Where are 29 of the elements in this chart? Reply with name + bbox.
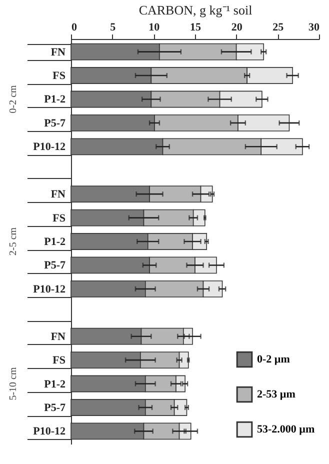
x-tick-label: 20 bbox=[231, 22, 243, 34]
y-tick-label: P5-7 bbox=[44, 117, 66, 130]
x-tick-label: 5 bbox=[110, 22, 116, 34]
legend-label: 53-2.000 µm bbox=[257, 424, 315, 436]
x-tick-label: 15 bbox=[190, 22, 202, 34]
x-tick-label: 25 bbox=[272, 22, 284, 34]
y-tick-label: FN bbox=[50, 46, 66, 58]
text: 0-2 cm bbox=[8, 84, 19, 114]
text: 5-10 cm bbox=[8, 367, 19, 400]
x-axis-title: CARBON, g kg⁻¹ soil bbox=[138, 2, 253, 18]
x-tick-label: 0 bbox=[72, 22, 78, 34]
y-tick-label: FN bbox=[50, 188, 66, 201]
y-tick-label: P1-2 bbox=[44, 378, 66, 390]
y-tick-label: P1-2 bbox=[44, 236, 66, 248]
y-tick-label: FS bbox=[52, 70, 66, 82]
y-tick-label: FS bbox=[52, 212, 66, 224]
y-tick-label: P10-12 bbox=[33, 283, 66, 296]
x-tick-label: 10 bbox=[148, 22, 160, 34]
y-tick-label: P10-12 bbox=[33, 426, 66, 438]
y-tick-label: P5-7 bbox=[44, 260, 66, 272]
y-tick-label: FN bbox=[50, 330, 66, 343]
legend-label: 0-2 µm bbox=[257, 354, 290, 366]
text: 2-5 cm bbox=[8, 227, 19, 256]
y-tick-label: P5-7 bbox=[44, 402, 66, 414]
legend-label: 2-53 µm bbox=[257, 388, 296, 400]
y-tick-label: P1-2 bbox=[44, 94, 66, 106]
x-tick-label: 30 bbox=[308, 22, 320, 34]
y-tick-label: FS bbox=[52, 354, 66, 367]
y-tick-label: P10-12 bbox=[33, 141, 66, 154]
